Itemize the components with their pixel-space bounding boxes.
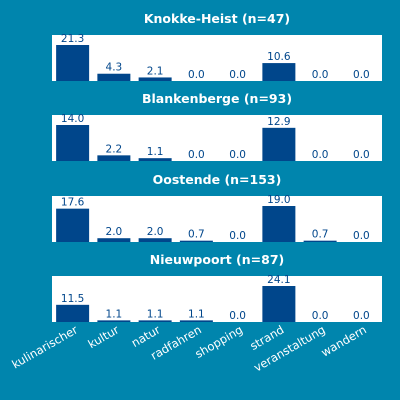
bar (262, 127, 296, 161)
tick-label: kulinarischer (9, 322, 80, 371)
chart-title: Knokke-Heist (n=47) (144, 11, 290, 26)
data-label: 0.0 (188, 149, 205, 161)
data-label: 0.0 (353, 230, 370, 242)
data-label: 0.0 (229, 149, 246, 161)
tick-label: kultur (86, 322, 122, 351)
chart-panel: Oostende (n=153) 17.6 2.0 2.0 0.7 0.0 19.0 0.7 0… (52, 172, 382, 242)
data-label: 1.1 (106, 308, 123, 320)
data-label: 0.0 (188, 69, 205, 81)
bar (56, 304, 90, 322)
bar (262, 286, 296, 322)
bar (138, 158, 172, 161)
data-label: 0.0 (229, 310, 246, 322)
data-label: 24.1 (267, 274, 290, 286)
chart-panel: Blankenberge (n=93) 14.0 2.2 1.1 0.0 0.0 12.9 0… (52, 91, 382, 161)
tick-label: wandern (319, 322, 369, 359)
data-label: 0.0 (312, 310, 329, 322)
chart-panel: Nieuwpoort (n=87) 11.5 1.1 1.1 1.1 0.0 24.1 0.0… (52, 252, 382, 322)
bar (56, 45, 90, 81)
tick-label: shopping (192, 322, 245, 360)
bar (56, 125, 90, 161)
bar (138, 320, 172, 322)
bar (97, 155, 131, 161)
tick-label: veranstaltung (251, 322, 327, 374)
plot-area (52, 115, 382, 161)
data-label: 0.0 (353, 149, 370, 161)
plot-area (52, 276, 382, 322)
chart-title: Blankenberge (n=93) (142, 91, 292, 106)
data-label: 1.1 (147, 308, 164, 320)
data-label: 10.6 (267, 51, 291, 63)
data-label: 0.7 (312, 229, 329, 241)
data-label: 11.5 (61, 293, 84, 305)
bar (303, 240, 337, 242)
data-label: 14.0 (61, 113, 84, 125)
data-label: 0.0 (353, 310, 370, 322)
data-label: 17.6 (61, 197, 85, 209)
bar (97, 320, 131, 322)
data-label: 0.0 (229, 69, 246, 81)
data-label: 2.2 (106, 143, 123, 155)
data-label: 12.9 (267, 116, 290, 128)
data-label: 2.0 (106, 226, 123, 238)
plot-area (52, 35, 382, 81)
data-label: 0.0 (229, 230, 246, 242)
x-axis: kulinarischer kultur naturradfahrenshoppin… (9, 322, 369, 374)
bar (179, 320, 213, 322)
data-label: 0.7 (188, 229, 205, 241)
bar (262, 206, 296, 242)
data-label: 2.0 (147, 226, 164, 238)
plot-area (52, 196, 382, 242)
bar (97, 73, 131, 81)
chart-panel: Knokke-Heist (n=47) 21.3 4.3 2.1 0.0 0.0 10.6 0… (52, 11, 382, 81)
data-label: 0.0 (312, 149, 329, 161)
chart-title: Oostende (n=153) (153, 172, 282, 187)
bar (138, 238, 172, 242)
chart-title: Nieuwpoort (n=87) (150, 252, 284, 267)
data-label: 1.1 (188, 308, 205, 320)
data-label: 21.3 (61, 33, 84, 45)
bar (179, 240, 213, 242)
bar (262, 63, 296, 81)
data-label: 0.0 (353, 69, 370, 81)
data-label: 2.1 (147, 65, 164, 77)
bar (56, 208, 90, 242)
data-label: 4.3 (106, 62, 123, 74)
data-label: 0.0 (312, 69, 329, 81)
data-label: 1.1 (147, 146, 164, 158)
bar (138, 77, 172, 81)
data-label: 19.0 (267, 194, 290, 206)
bar (97, 238, 131, 242)
